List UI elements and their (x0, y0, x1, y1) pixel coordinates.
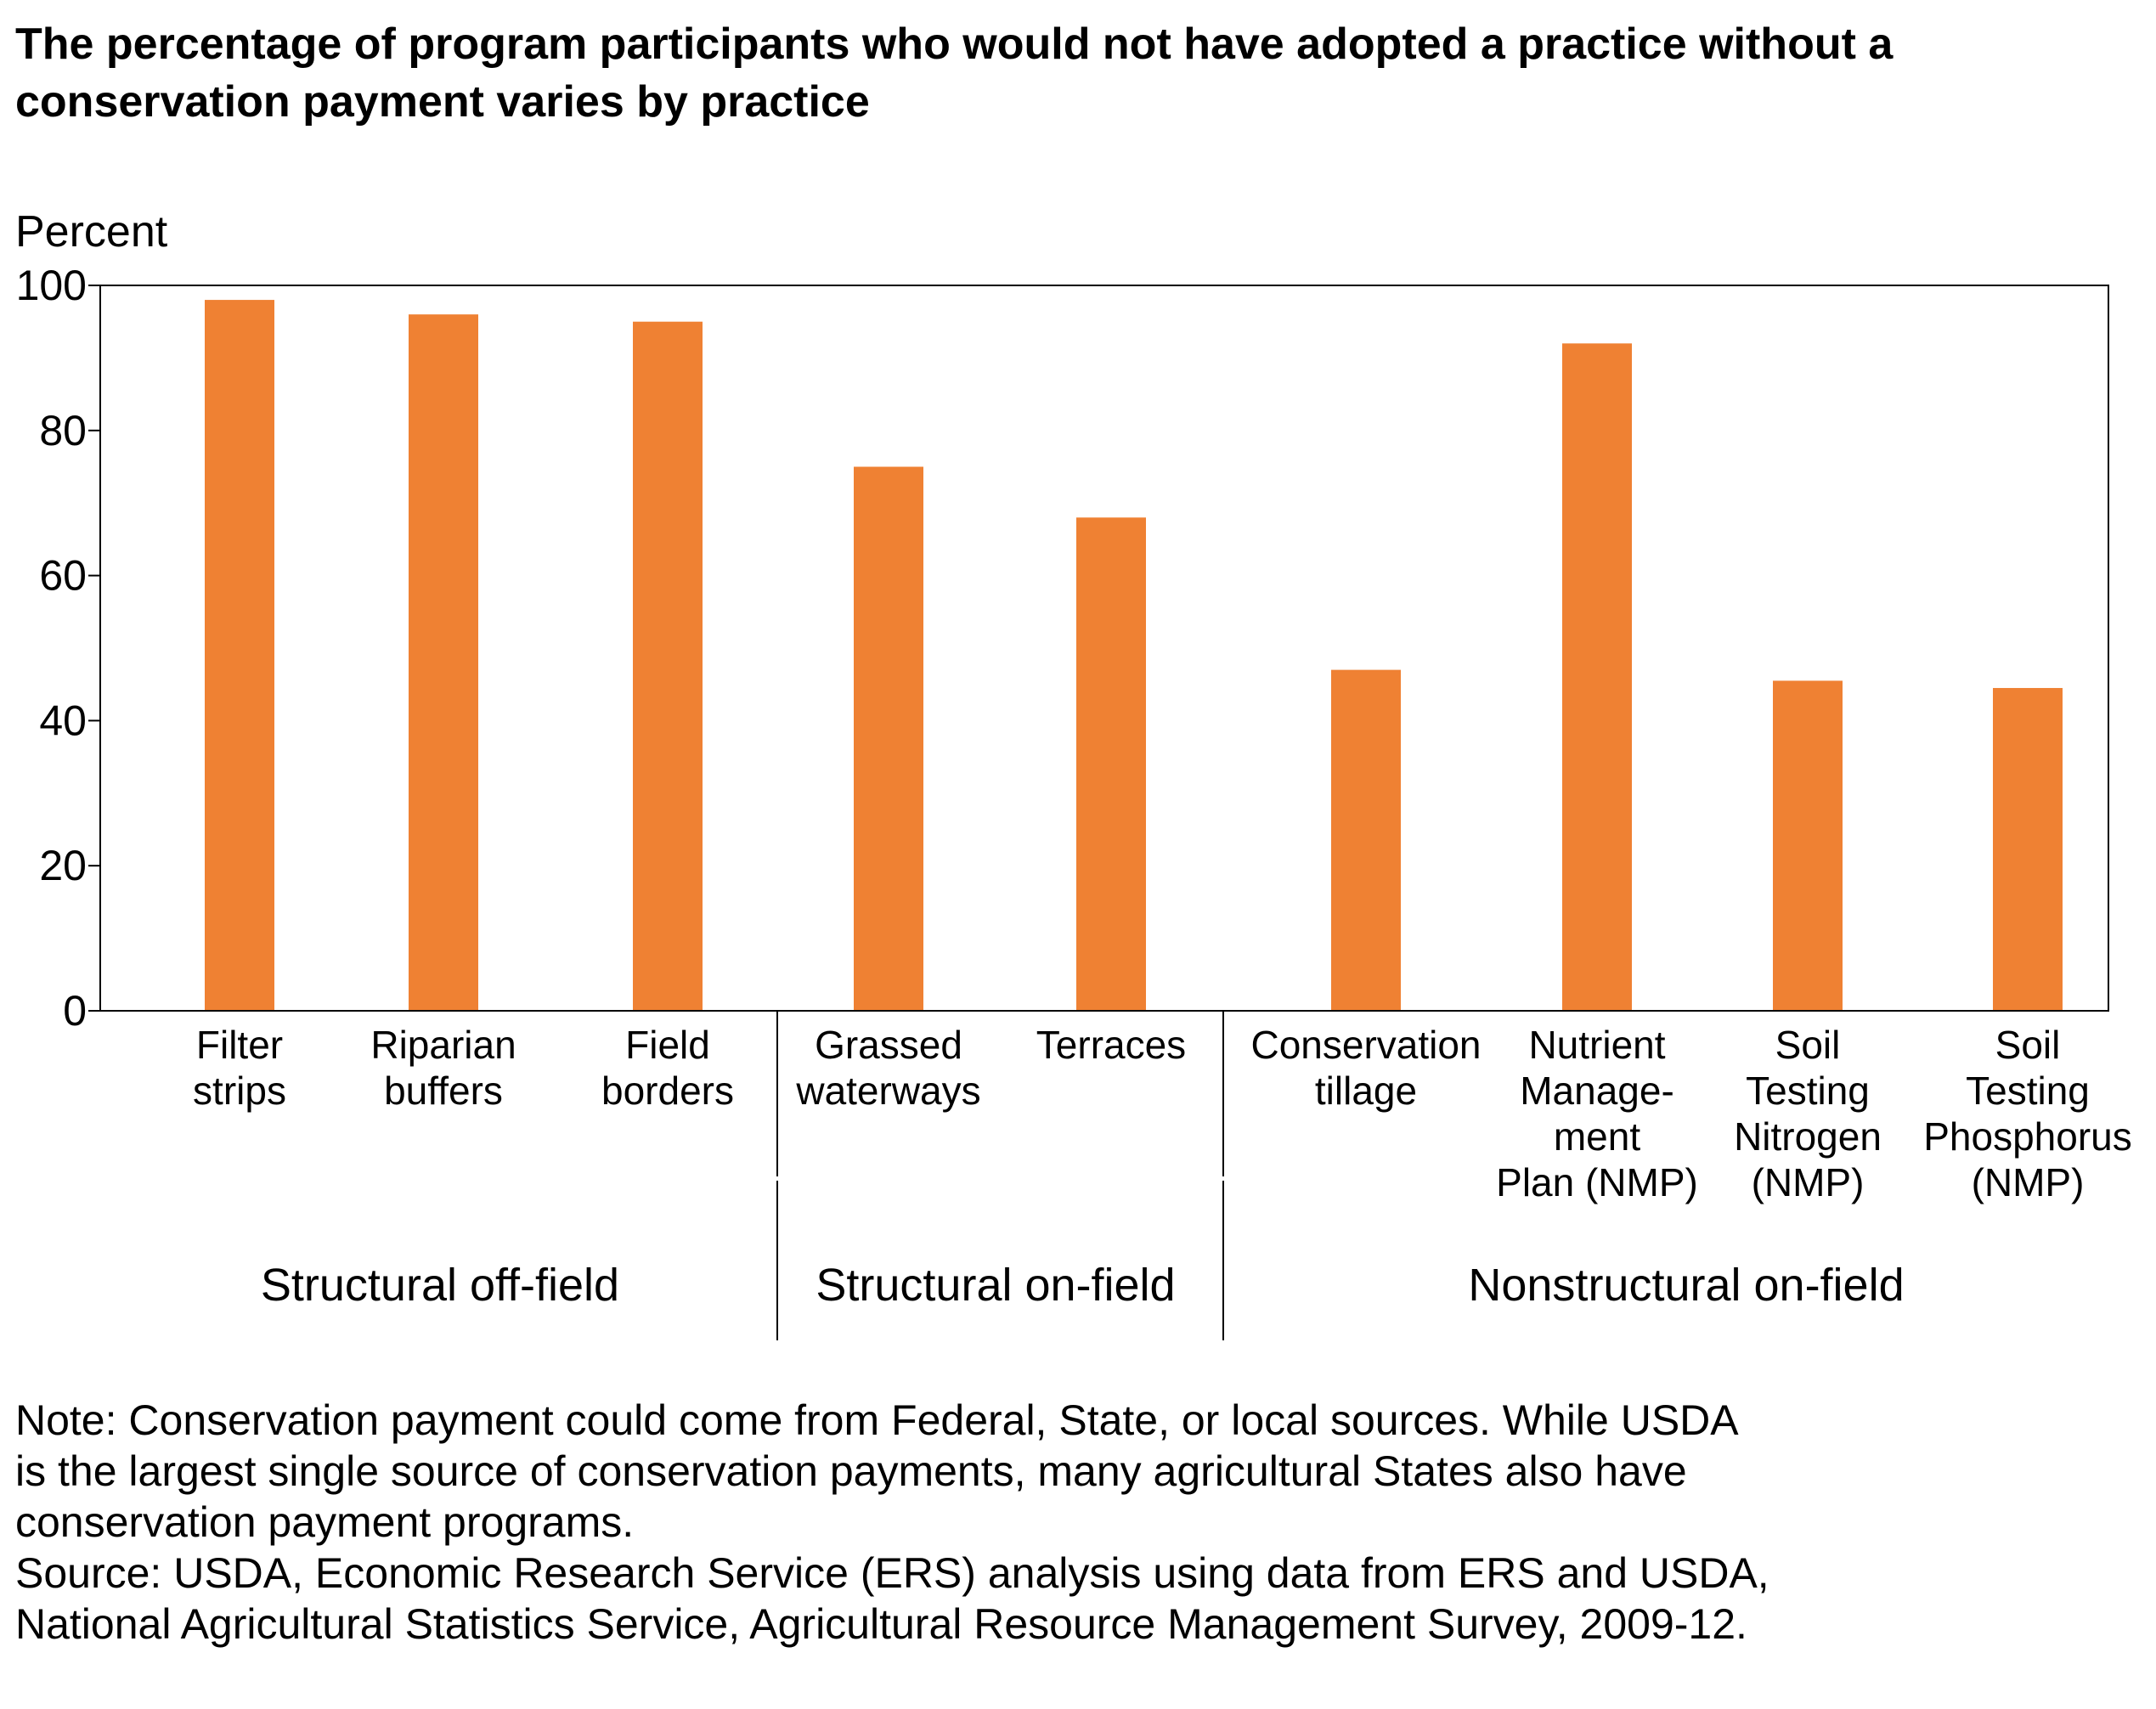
bar-chart: Percent 0 20 40 60 80 100 Filter strips Riparia… (15, 207, 2132, 1340)
note-line-3: conservation payment programs. (15, 1498, 635, 1546)
bar-3 (854, 466, 923, 1011)
bar-1 (409, 314, 478, 1011)
bar-2 (633, 321, 703, 1011)
x-tick-label-8: Soil Testing Phosphorus (NMP) (1923, 1023, 2132, 1204)
bar-5 (1331, 669, 1401, 1011)
chart-title: The percentage of program participants w… (15, 15, 2139, 131)
note-source: Note: Conservation payment could come fr… (15, 1395, 2139, 1650)
y-tick-label-40: 40 (39, 697, 87, 744)
note-line-1: Note: Conservation payment could come fr… (15, 1396, 1739, 1444)
y-tick-label-80: 80 (39, 407, 87, 454)
y-tick-label-0: 0 (63, 987, 87, 1035)
x-tick-label-0: Filter strips (193, 1023, 286, 1113)
y-tick-label-20: 20 (39, 842, 87, 889)
x-tick-label-2: Field borders (601, 1023, 734, 1113)
group-label-2: Nonstructural on-field (1468, 1260, 1904, 1311)
source-line-1: Source: USDA, Economic Research Service … (15, 1549, 1769, 1597)
group-label-1: Structural on-field (816, 1260, 1175, 1311)
x-tick-label-3: Grassed waterways (795, 1023, 980, 1113)
y-tick-label-60: 60 (39, 552, 87, 600)
x-tick-label-4: Terraces (1036, 1023, 1186, 1067)
x-tick-label-5: Conservation tillage (1250, 1023, 1481, 1113)
y-tick-label-100: 100 (16, 262, 87, 309)
source-line-2: National Agricultural Statistics Service… (15, 1600, 1747, 1648)
x-tick-label-1: Riparian buffers (370, 1023, 516, 1113)
title-line-2: conservation payment varies by practice (15, 77, 870, 127)
bar-6 (1562, 343, 1632, 1011)
group-label-0: Structural off-field (261, 1260, 619, 1311)
x-tick-label-6: Nutrient Manage-ment Plan (NMP) (1496, 1023, 1698, 1204)
title-line-1: The percentage of program participants w… (15, 20, 1894, 69)
plot-frame (99, 285, 2109, 1012)
bar-4 (1076, 517, 1146, 1011)
x-tick-label-7: Soil Testing Nitrogen (NMP) (1734, 1023, 1882, 1204)
note-line-2: is the largest single source of conserva… (15, 1447, 1687, 1495)
bar-8 (1993, 687, 2063, 1011)
bar-7 (1773, 680, 1843, 1011)
bar-0 (205, 300, 274, 1012)
y-axis-label: Percent (15, 207, 168, 257)
